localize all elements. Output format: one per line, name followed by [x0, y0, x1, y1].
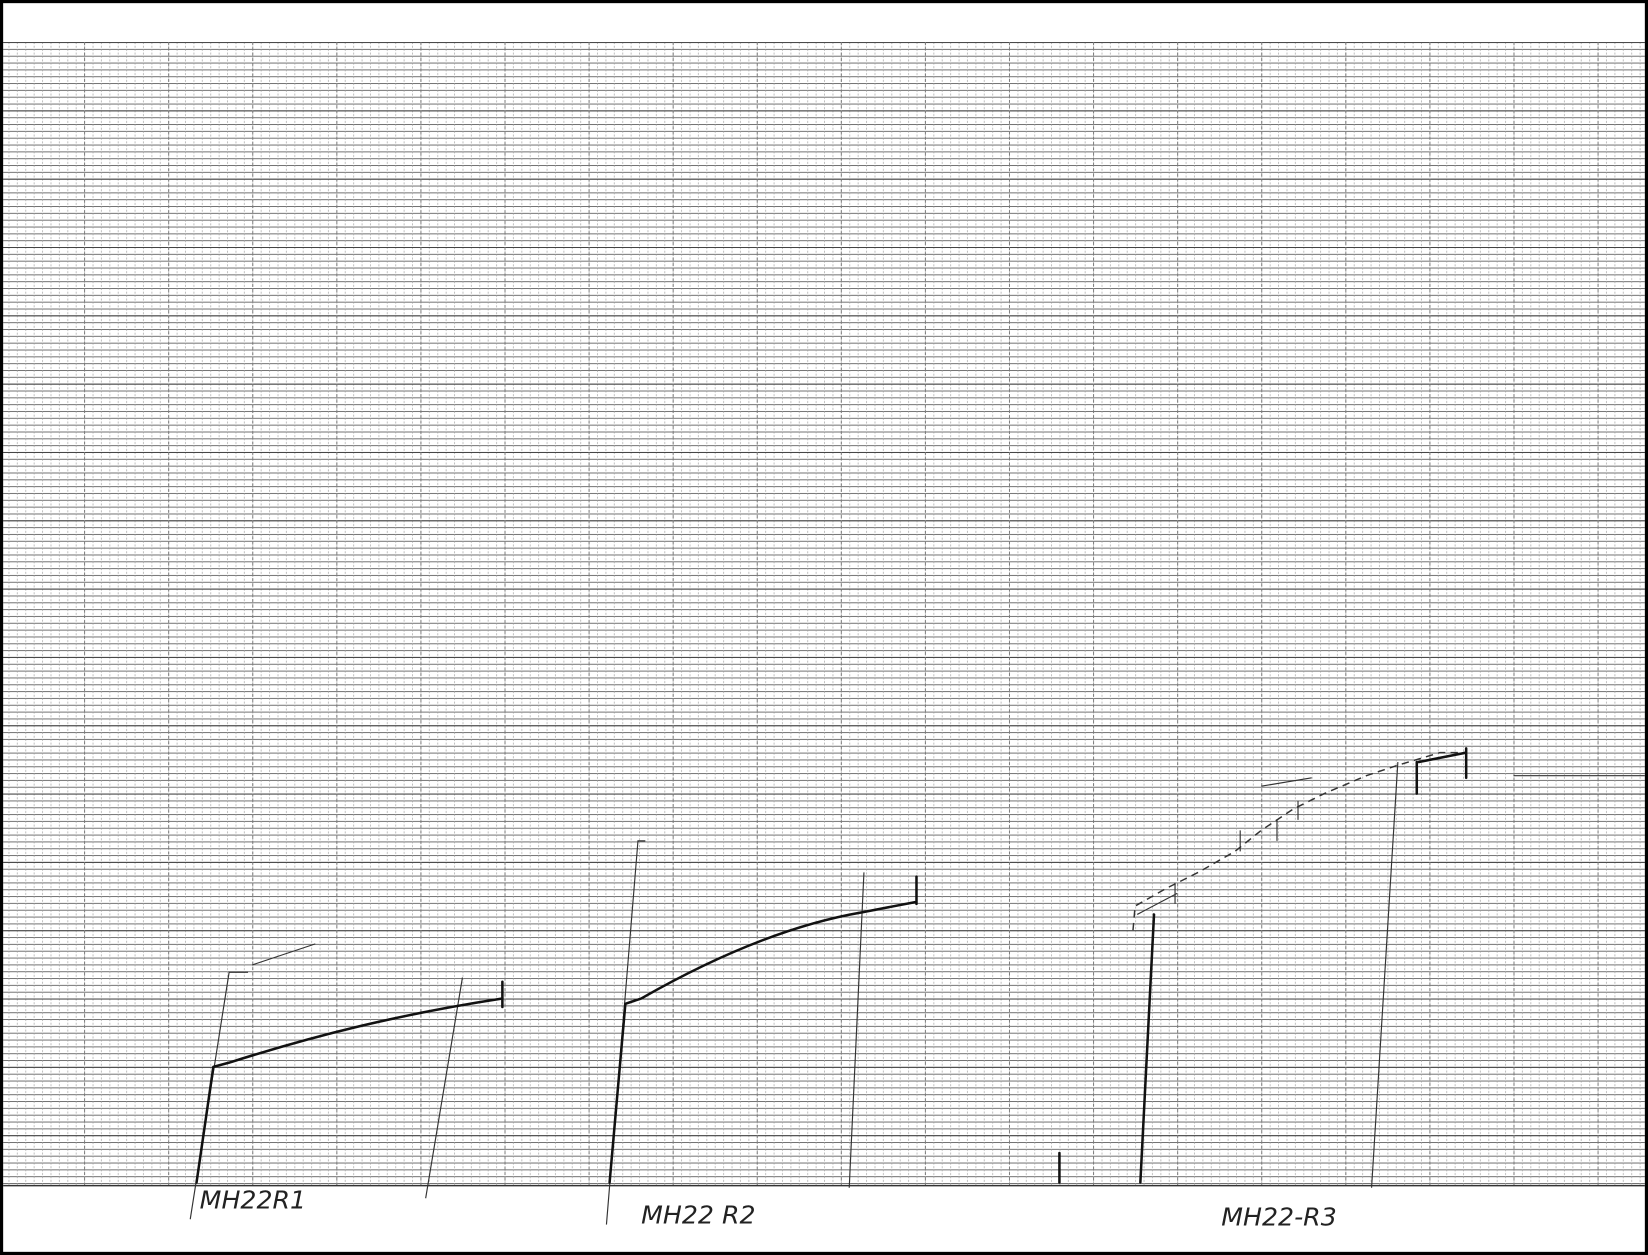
trace [1139, 913, 1156, 1184]
trace-end [1415, 747, 1468, 795]
trace-r2 [605, 840, 918, 1225]
guide-line [1371, 762, 1399, 1188]
trace-r1 [189, 943, 504, 1220]
guide-line [848, 872, 865, 1188]
trace [608, 875, 918, 1184]
trace-r3 [1058, 747, 1645, 1188]
trace [195, 980, 504, 1184]
label: MH22-R3 [1221, 1203, 1336, 1232]
label: MH22 R2 [641, 1200, 755, 1229]
guide-line [425, 977, 464, 1199]
step-marks [1136, 777, 1312, 915]
grid-major [3, 42, 1645, 1186]
label: MH22R1 [200, 1186, 306, 1215]
